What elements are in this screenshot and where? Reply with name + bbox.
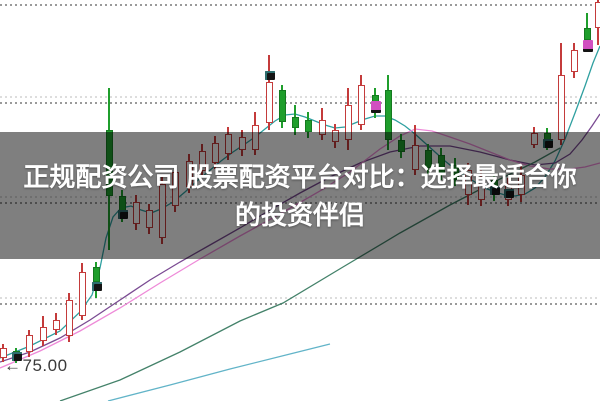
title-overlay: 正规配资公司 股票配资平台对比：选择最适合你 的投资伴侣 [0,132,600,259]
signal-marker-magenta [371,101,381,113]
candle [292,117,299,128]
gridline [0,102,600,104]
candle [595,2,600,28]
candle [53,320,60,330]
signal-marker-magenta [583,40,593,52]
candle [571,50,578,72]
gridline [0,96,600,98]
candle [558,75,565,140]
signal-marker-black [265,71,275,80]
candle [93,267,100,282]
gridline [0,303,600,305]
gridline [0,4,600,6]
signal-marker-black [92,282,102,291]
candle [26,335,33,352]
candle [584,28,591,40]
price-label: ← 75.00 [4,356,68,376]
title-line-1: 正规配资公司 股票配资平台对比：选择最适合你 [23,161,577,192]
candle [305,120,312,132]
candle [66,300,73,336]
left-arrow-icon: ← [4,356,22,375]
title-line-2: 的投资伴侣 [234,199,365,230]
price-label-value: 75.00 [22,356,68,375]
gridline [0,297,600,299]
candle [266,82,273,123]
candle [279,90,286,122]
ma-cyan [107,343,331,401]
signal-marker-black [12,352,22,361]
candle [0,348,7,358]
candle [79,272,86,316]
candle [40,327,47,341]
candle [358,85,365,125]
